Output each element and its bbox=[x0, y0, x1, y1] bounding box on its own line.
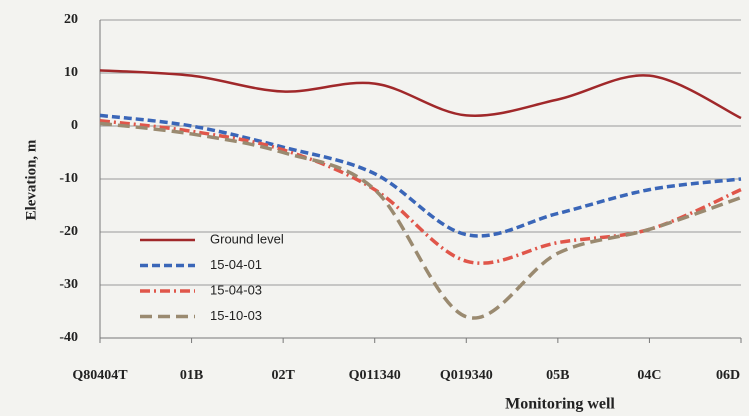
x-tick-label: 05B bbox=[546, 368, 569, 383]
line-series bbox=[99, 69, 742, 120]
y-axis-title: Elevation, m bbox=[23, 139, 39, 220]
y-tick-label: -30 bbox=[59, 277, 78, 292]
y-tick-label: 10 bbox=[64, 65, 78, 80]
x-tick-label: 06D bbox=[716, 368, 740, 383]
x-tick-label: 01B bbox=[180, 368, 203, 383]
x-tick-label: Q011340 bbox=[349, 368, 401, 383]
x-tick-label: 02T bbox=[271, 368, 295, 383]
line-series bbox=[99, 121, 742, 320]
y-tick-label: 20 bbox=[64, 12, 78, 27]
y-tick-label: -40 bbox=[59, 330, 78, 345]
y-tick-label: 0 bbox=[71, 118, 78, 133]
legend-label: 15-10-03 bbox=[210, 308, 262, 323]
x-tick-label: Q019340 bbox=[440, 368, 493, 383]
legend-label: 15-04-01 bbox=[210, 257, 262, 272]
x-axis-title: Monitoring well bbox=[505, 396, 615, 413]
legend-label: 15-04-03 bbox=[210, 282, 262, 297]
line-series bbox=[99, 118, 742, 265]
y-tick-label: -10 bbox=[59, 171, 78, 186]
x-tick-label: Q80404T bbox=[72, 368, 128, 383]
line-series bbox=[99, 113, 742, 238]
x-tick-label: 04C bbox=[637, 368, 661, 383]
legend-label: Ground level bbox=[210, 231, 284, 246]
y-tick-label: -20 bbox=[59, 224, 78, 239]
